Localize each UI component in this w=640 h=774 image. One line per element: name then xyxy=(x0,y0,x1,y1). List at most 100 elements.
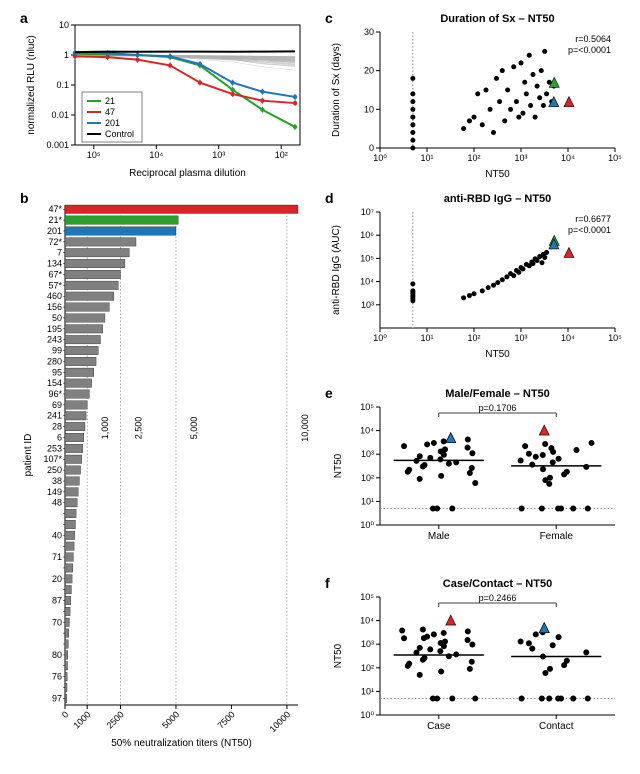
svg-text:10¹: 10¹ xyxy=(361,496,374,506)
svg-text:243: 243 xyxy=(47,335,62,345)
svg-text:anti-RBD IgG – NT50: anti-RBD IgG – NT50 xyxy=(444,193,552,205)
svg-text:10³: 10³ xyxy=(361,300,374,310)
panel-e-chart: Male/Female – NT5010⁰10¹10²10³10⁴10⁵p=0.… xyxy=(325,385,625,555)
svg-text:10⁵: 10⁵ xyxy=(360,402,374,412)
svg-text:149: 149 xyxy=(47,487,62,497)
panel-a-chart: 1010.10.010.00110⁵10⁴10³10²2147201Contro… xyxy=(20,10,310,180)
svg-text:97: 97 xyxy=(52,693,62,703)
svg-text:Duration of Sx – NT50: Duration of Sx – NT50 xyxy=(440,13,554,25)
svg-text:10⁰: 10⁰ xyxy=(373,153,387,163)
svg-text:250: 250 xyxy=(47,465,62,475)
svg-text:201: 201 xyxy=(47,226,62,236)
panel-a-label: a xyxy=(20,10,28,26)
svg-text:2500: 2500 xyxy=(105,709,126,730)
panel-a: a 1010.10.010.00110⁵10⁴10³10²2147201Cont… xyxy=(20,10,310,180)
svg-text:5,000: 5,000 xyxy=(189,417,199,440)
svg-text:NT50: NT50 xyxy=(485,169,510,180)
panel-b-label: b xyxy=(20,190,29,206)
svg-text:7500: 7500 xyxy=(216,709,237,730)
svg-text:10⁴: 10⁴ xyxy=(561,153,575,163)
svg-text:10²: 10² xyxy=(467,333,480,343)
svg-text:57*: 57* xyxy=(48,280,62,290)
svg-text:Case/Contact – NT50: Case/Contact – NT50 xyxy=(443,578,552,590)
svg-text:10: 10 xyxy=(364,104,374,114)
svg-text:10⁵: 10⁵ xyxy=(87,150,101,160)
svg-text:Case: Case xyxy=(427,721,451,732)
svg-text:7: 7 xyxy=(57,248,62,258)
svg-text:47: 47 xyxy=(105,107,115,117)
svg-text:10⁵: 10⁵ xyxy=(360,592,374,602)
svg-text:107*: 107* xyxy=(43,454,62,464)
svg-text:10²: 10² xyxy=(275,150,288,160)
svg-text:1: 1 xyxy=(64,50,69,60)
svg-text:10¹: 10¹ xyxy=(420,153,433,163)
svg-text:201: 201 xyxy=(105,118,120,128)
svg-text:10⁵: 10⁵ xyxy=(608,153,622,163)
svg-text:6: 6 xyxy=(57,432,62,442)
panel-c-chart: Duration of Sx – NT50010203010⁰10¹10²10³… xyxy=(325,10,625,180)
svg-text:69: 69 xyxy=(52,400,62,410)
panel-f-label: f xyxy=(325,575,330,591)
svg-text:10⁰: 10⁰ xyxy=(373,333,387,343)
svg-text:Contact: Contact xyxy=(539,721,574,732)
panel-b: b 01000250050007500100001,0002,5005,0001… xyxy=(20,190,310,750)
svg-text:10²: 10² xyxy=(361,663,374,673)
svg-text:anti-RBD IgG (AUC): anti-RBD IgG (AUC) xyxy=(331,225,342,315)
svg-text:71: 71 xyxy=(52,552,62,562)
svg-text:280: 280 xyxy=(47,356,62,366)
svg-text:10¹: 10¹ xyxy=(420,333,433,343)
svg-text:p=0.2466: p=0.2466 xyxy=(479,593,517,603)
svg-text:0: 0 xyxy=(60,709,71,720)
svg-text:p=0.1706: p=0.1706 xyxy=(479,403,517,413)
svg-text:normalized RLU (nluc): normalized RLU (nluc) xyxy=(26,35,37,134)
svg-text:0.001: 0.001 xyxy=(46,140,69,150)
svg-text:10,000: 10,000 xyxy=(300,414,310,442)
svg-text:0.01: 0.01 xyxy=(51,110,69,120)
svg-text:156: 156 xyxy=(47,302,62,312)
svg-text:patient ID: patient ID xyxy=(23,434,34,477)
panel-b-chart: 01000250050007500100001,0002,5005,00010,… xyxy=(20,190,310,750)
panel-e-label: e xyxy=(325,385,333,401)
svg-text:20: 20 xyxy=(364,66,374,76)
svg-text:10⁴: 10⁴ xyxy=(149,150,163,160)
svg-text:NT50: NT50 xyxy=(333,453,344,478)
panel-c: c Duration of Sx – NT50010203010⁰10¹10²1… xyxy=(325,10,625,180)
svg-text:241: 241 xyxy=(47,411,62,421)
svg-text:50% neutralization titers (NT5: 50% neutralization titers (NT50) xyxy=(111,738,252,749)
svg-text:87: 87 xyxy=(52,596,62,606)
svg-text:Duration of Sx (days): Duration of Sx (days) xyxy=(331,43,342,137)
svg-text:10³: 10³ xyxy=(361,639,374,649)
svg-text:10: 10 xyxy=(59,20,69,30)
svg-text:48: 48 xyxy=(52,498,62,508)
svg-text:50: 50 xyxy=(52,313,62,323)
svg-text:47*: 47* xyxy=(48,204,62,214)
svg-text:96*: 96* xyxy=(48,389,62,399)
svg-text:5000: 5000 xyxy=(160,709,181,730)
svg-text:2,500: 2,500 xyxy=(133,417,143,440)
svg-text:30: 30 xyxy=(364,27,374,37)
svg-text:460: 460 xyxy=(47,291,62,301)
panel-d-chart: anti-RBD IgG – NT5010³10⁴10⁵10⁶10⁷10⁰10¹… xyxy=(325,190,625,360)
panel-f-chart: Case/Contact – NT5010⁰10¹10²10³10⁴10⁵p=0… xyxy=(325,575,625,745)
svg-text:80: 80 xyxy=(52,650,62,660)
svg-text:10⁰: 10⁰ xyxy=(360,710,374,720)
svg-text:10⁴: 10⁴ xyxy=(561,333,575,343)
svg-text:70: 70 xyxy=(52,617,62,627)
svg-text:10²: 10² xyxy=(467,153,480,163)
svg-text:253: 253 xyxy=(47,443,62,453)
svg-text:10⁵: 10⁵ xyxy=(360,253,374,263)
svg-text:10³: 10³ xyxy=(514,153,527,163)
svg-text:99: 99 xyxy=(52,346,62,356)
svg-text:20: 20 xyxy=(52,574,62,584)
svg-text:Male: Male xyxy=(428,531,450,542)
svg-text:21*: 21* xyxy=(48,215,62,225)
svg-text:154: 154 xyxy=(47,378,62,388)
svg-text:NT50: NT50 xyxy=(333,643,344,668)
svg-text:Control: Control xyxy=(105,129,134,139)
svg-text:10⁶: 10⁶ xyxy=(360,230,374,240)
svg-text:72*: 72* xyxy=(48,237,62,247)
svg-text:r=0.5064: r=0.5064 xyxy=(575,34,611,44)
svg-text:195: 195 xyxy=(47,324,62,334)
svg-text:p=<0.0001: p=<0.0001 xyxy=(568,45,611,55)
svg-text:38: 38 xyxy=(52,476,62,486)
